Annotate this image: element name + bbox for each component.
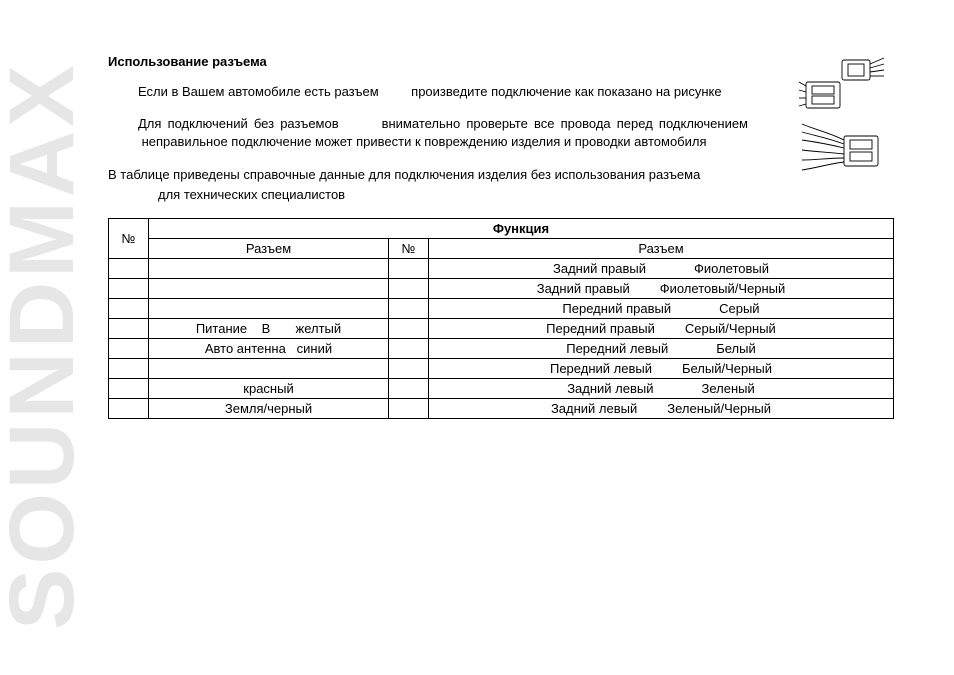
cell-b: Передний правыйСерый [429,298,894,318]
cell-b: Задний правыйФиолетовый [429,258,894,278]
connector-figures [792,56,892,188]
razem-a-header: Разъем [149,238,389,258]
cell-b: Задний правыйФиолетовый/Черный [429,278,894,298]
cell-a [149,258,389,278]
col-no-a-header: № [109,218,149,258]
cell-a [149,298,389,318]
cell-b: Задний левыйЗеленый [429,378,894,398]
paragraph-3a: В таблице приведены справочные данные дл… [108,166,868,184]
cell-a: красный [149,378,389,398]
paragraph-1: Если в Вашем автомобиле есть разъем прои… [108,83,748,101]
paragraph-2: Для подключений без разъемов внимательно… [108,115,748,151]
cell-a: Авто антенна синий [149,338,389,358]
razem-b-header: Разъем [429,238,894,258]
cell-a [149,358,389,378]
cell-a [149,278,389,298]
cell-a: Питание В желтый [149,318,389,338]
connector-pair-icon [798,56,886,114]
cell-a: Земля/черный [149,398,389,418]
section-heading: Использование разъема [108,54,894,69]
connector-wires-icon [798,122,886,180]
page-content: Использование разъема [0,0,954,419]
cell-b: Передний левыйБелый [429,338,894,358]
cell-b: Задний левыйЗеленый/Черный [429,398,894,418]
cell-b: Передний левыйБелый/Черный [429,358,894,378]
cell-b: Передний правыйСерый/Черный [429,318,894,338]
function-header: Функция [149,218,894,238]
connection-table: № Функция Разъем № Разъем Задний правыйФ… [108,218,894,419]
paragraph-3b: для технических специалистов [108,186,894,204]
col-no-b-header: № [389,238,429,258]
